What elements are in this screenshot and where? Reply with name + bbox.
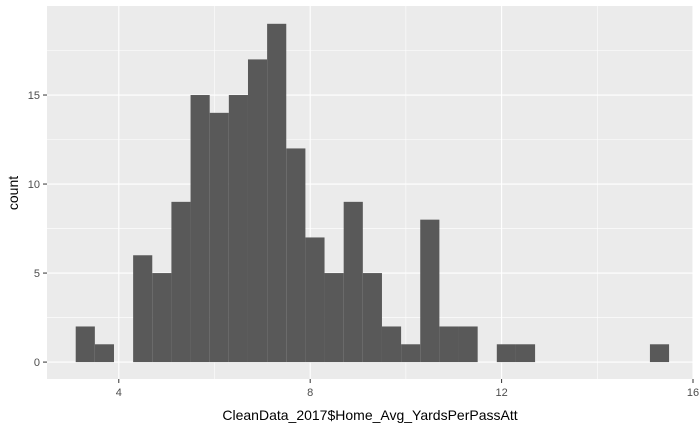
- histogram-bar: [133, 255, 153, 363]
- histogram-bar: [515, 344, 536, 363]
- histogram-bar: [228, 95, 248, 363]
- histogram-bar: [94, 344, 114, 363]
- histogram-bar: [247, 59, 268, 363]
- histogram-bar: [190, 95, 210, 363]
- major-gridlines: [47, 6, 694, 379]
- y-tick-label: 15: [28, 90, 40, 102]
- histogram-bar: [286, 148, 306, 363]
- histogram-bar: [458, 326, 478, 363]
- histogram-bar: [324, 273, 344, 363]
- histogram-bar: [649, 344, 670, 363]
- histogram-bar: [209, 112, 229, 363]
- x-tick-label: 8: [307, 387, 313, 399]
- histogram-bar: [362, 273, 382, 363]
- histogram-bar: [343, 201, 363, 363]
- x-axis: 4 8 12 16: [116, 379, 699, 399]
- x-tick-label: 12: [495, 387, 507, 399]
- x-tick-label: 16: [687, 387, 699, 399]
- histogram-bar: [496, 344, 516, 363]
- x-axis-title: CleanData_2017$Home_Avg_YardsPerPassAtt: [222, 407, 517, 423]
- histogram-bars: [75, 23, 670, 363]
- x-tick-label: 4: [116, 387, 122, 399]
- histogram-bar: [152, 273, 172, 363]
- histogram-bar: [267, 23, 287, 363]
- y-tick-label: 10: [28, 179, 40, 191]
- y-axis-title: count: [5, 176, 21, 210]
- histogram-bar: [420, 219, 440, 363]
- histogram-bar: [381, 326, 402, 363]
- y-axis: 0 5 10 15: [28, 90, 47, 369]
- histogram-bar: [305, 237, 325, 363]
- histogram-bar: [171, 201, 191, 363]
- y-tick-label: 0: [34, 357, 40, 369]
- histogram-bar: [439, 326, 459, 363]
- histogram-bar: [75, 326, 95, 363]
- y-tick-label: 5: [34, 268, 40, 280]
- histogram-bar: [401, 344, 421, 363]
